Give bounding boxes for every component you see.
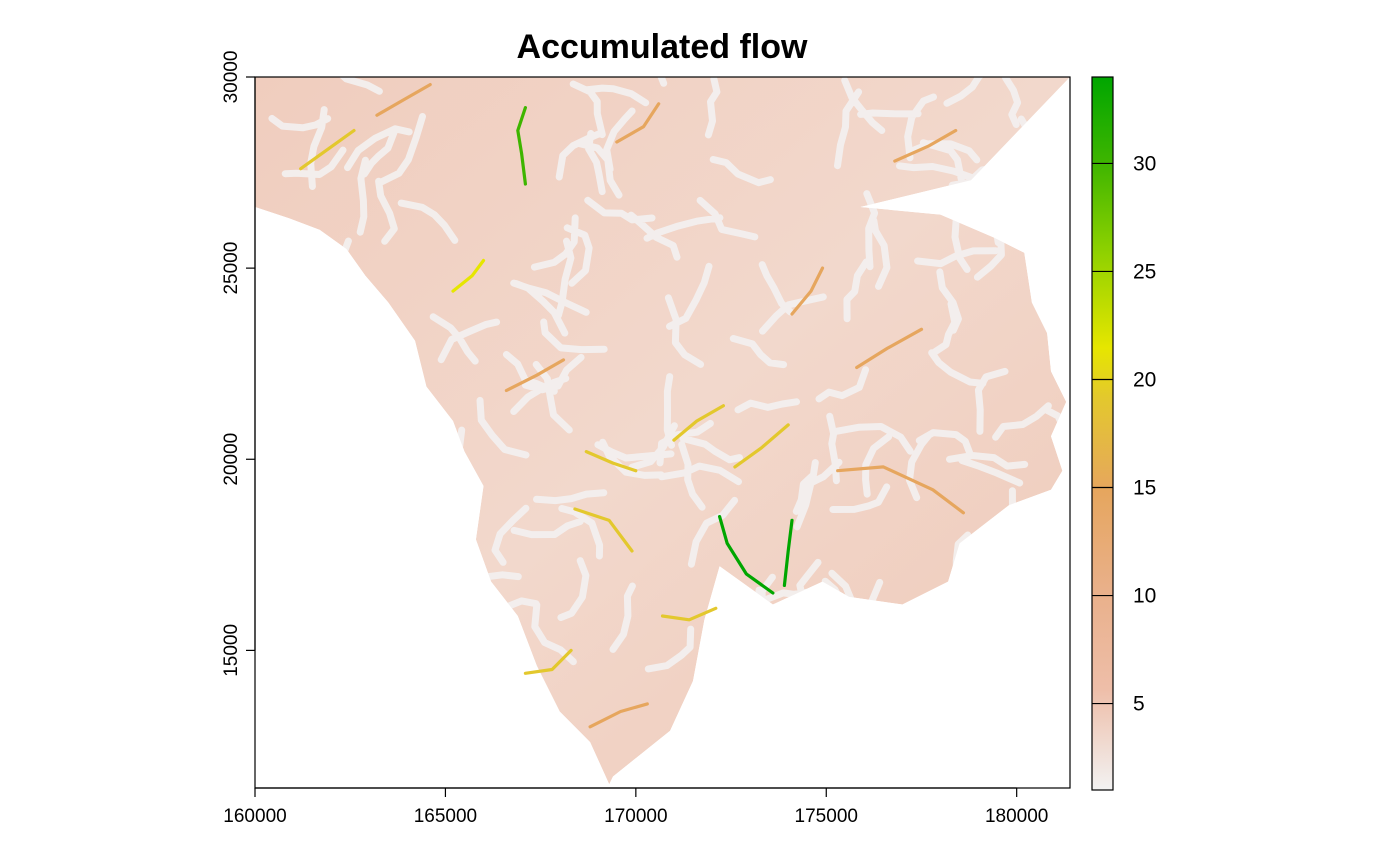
y-tick-label: 15000 bbox=[221, 624, 242, 677]
flow-channel-8 bbox=[523, 648, 573, 675]
colorbar-ramp bbox=[1091, 76, 1114, 791]
y-tick-label: 25000 bbox=[221, 242, 242, 295]
flow-channel-11 bbox=[299, 128, 356, 171]
drainage-network bbox=[255, 77, 1070, 788]
x-tick-label: 175000 bbox=[795, 806, 858, 827]
colorbar-legend: 5 10 15 20 25 30 bbox=[1091, 76, 1156, 791]
flow-channel-16 bbox=[615, 102, 661, 144]
colorbar-tick-label: 15 bbox=[1133, 477, 1156, 500]
x-tick-label: 170000 bbox=[604, 806, 667, 827]
colorbar-tick-label: 10 bbox=[1133, 585, 1156, 608]
flow-channel-9 bbox=[733, 423, 790, 469]
flow-channel-19 bbox=[893, 128, 958, 163]
flow-channel-6 bbox=[584, 450, 638, 473]
chart-title: Accumulated flow bbox=[517, 28, 808, 66]
flow-channel-1 bbox=[718, 515, 775, 595]
colorbar-tick-label: 25 bbox=[1133, 260, 1156, 283]
y-tick-label: 20000 bbox=[221, 433, 242, 486]
x-tick-label: 180000 bbox=[985, 806, 1048, 827]
colorbar-tick-label: 20 bbox=[1133, 368, 1156, 391]
flow-channel-10 bbox=[573, 507, 634, 553]
y-tick-label: 30000 bbox=[221, 51, 242, 104]
flow-channel-14 bbox=[855, 327, 924, 370]
outside-mask bbox=[255, 77, 1070, 788]
x-tick-label: 165000 bbox=[414, 806, 477, 827]
flow-channels bbox=[299, 83, 965, 729]
flow-channel-13 bbox=[836, 465, 965, 515]
colorbar-tick-label: 30 bbox=[1133, 152, 1156, 175]
flow-channel-4 bbox=[451, 258, 486, 293]
flow-channel-17 bbox=[790, 266, 825, 316]
flow-channel-3 bbox=[516, 106, 527, 186]
flow-channel-5 bbox=[672, 404, 725, 442]
y-axis: 15000 20000 25000 30000 bbox=[221, 51, 256, 677]
flow-channel-18 bbox=[504, 358, 566, 393]
x-axis: 160000 165000 170000 175000 180000 bbox=[223, 787, 1048, 827]
colorbar-tick-label: 5 bbox=[1133, 693, 1145, 716]
flow-channel-2 bbox=[782, 518, 794, 587]
flow-channel-15 bbox=[588, 702, 649, 729]
flow-channel-7 bbox=[660, 606, 718, 622]
plot-area bbox=[254, 76, 1071, 789]
flow-channel-12 bbox=[375, 83, 432, 117]
x-tick-label: 160000 bbox=[223, 806, 286, 827]
